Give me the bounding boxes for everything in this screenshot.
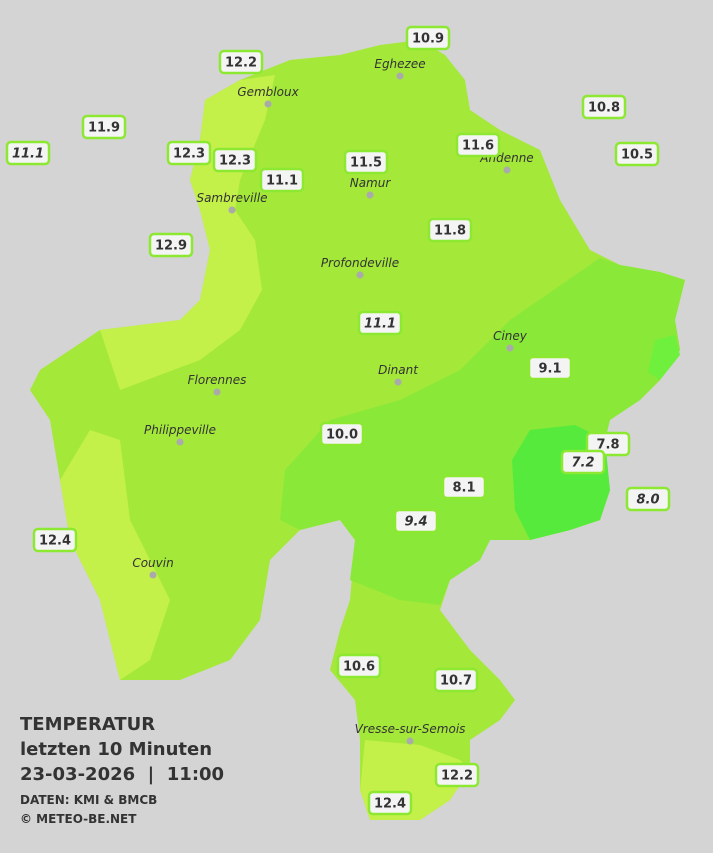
station-box [343,149,389,175]
station-box [614,141,660,167]
station-value: 11.1 [364,317,396,332]
city-dot [506,344,514,352]
city-label: Vresse-sur-Semois [355,722,466,736]
station-value: 11.1 [266,174,298,189]
warm-zone [60,430,170,680]
station-value: 9.1 [538,362,561,377]
cold-zone [648,335,680,380]
date-time: 23-03-2026 | 11:00 [20,764,224,785]
station-box [212,147,258,173]
station-value: 10.8 [588,101,620,116]
station-value: 10.0 [326,428,358,443]
station-box [581,94,627,120]
station-box [32,527,78,553]
city-label: Ciney [493,329,528,343]
station-value: 12.4 [374,797,406,812]
station-box [5,140,51,166]
station-box [433,667,479,693]
station-box [455,132,501,158]
city-dot [264,100,272,108]
city-label: Eghezee [374,57,425,71]
city-label: Gembloux [237,85,299,99]
city-label: Dinant [378,363,419,377]
city-label: Sambreville [196,191,267,205]
station-box [367,790,413,816]
station-value: 7.2 [571,456,594,471]
station-box [585,431,631,457]
station-box [393,508,439,534]
city-label: Philippeville [144,423,216,437]
subtitle: letzten 10 Minuten [20,739,212,760]
station-box [625,486,671,512]
station-box [405,25,451,51]
station-value: 10.6 [343,660,375,675]
station-value: 11.5 [350,156,382,171]
title: TEMPERATUR [20,714,155,735]
station-value: 10.9 [412,32,444,47]
station-value: 8.1 [452,481,475,496]
stations: 10.9 12.2 11.9 11.1 12.3 12.3 10.8 11.6 10.5 11.5… [5,25,671,816]
city-dot [406,737,414,745]
station-value: 12.9 [155,239,187,254]
station-value: 8.0 [636,493,659,508]
station-box [259,167,305,193]
station-value: 12.4 [39,534,71,549]
city-label: Couvin [132,556,173,570]
city-label: Profondeville [321,256,399,270]
station-box [441,474,487,500]
station-box [148,232,194,258]
cities: EghezeeGemblouxAndenneNamurSambrevillePr… [132,57,534,745]
city-label: Namur [350,176,392,190]
station-value: 11.1 [12,147,44,162]
city-dot [176,438,184,446]
station-value: 11.9 [88,121,120,136]
city-label: Florennes [188,373,247,387]
station-value: 12.2 [441,769,473,784]
station-value: 12.3 [173,147,205,162]
city-dot [366,191,374,199]
city-dot [149,571,157,579]
station-box [427,217,473,243]
city-dot [396,72,404,80]
station-value: 11.8 [434,224,466,239]
city-dot [213,388,221,396]
city-dot [394,378,402,386]
city-dot [503,166,511,174]
station-value: 11.6 [462,139,494,154]
station-box [336,653,382,679]
station-value: 7.8 [596,438,619,453]
station-box [319,421,365,447]
source: DATEN: KMI & BMCB [20,793,157,807]
city-dot [228,206,236,214]
station-box [166,140,212,166]
station-value: 12.2 [225,56,257,71]
station-box [434,762,480,788]
station-value: 10.5 [621,148,653,163]
copyright: © METEO-BE.NET [20,812,137,826]
city-dot [356,271,364,279]
station-box [81,114,127,140]
station-value: 12.3 [219,154,251,169]
station-box [560,449,606,475]
station-value: 10.7 [440,674,472,689]
station-value: 9.4 [404,515,427,530]
station-box [527,355,573,381]
station-box [218,49,264,75]
station-box [357,310,403,336]
